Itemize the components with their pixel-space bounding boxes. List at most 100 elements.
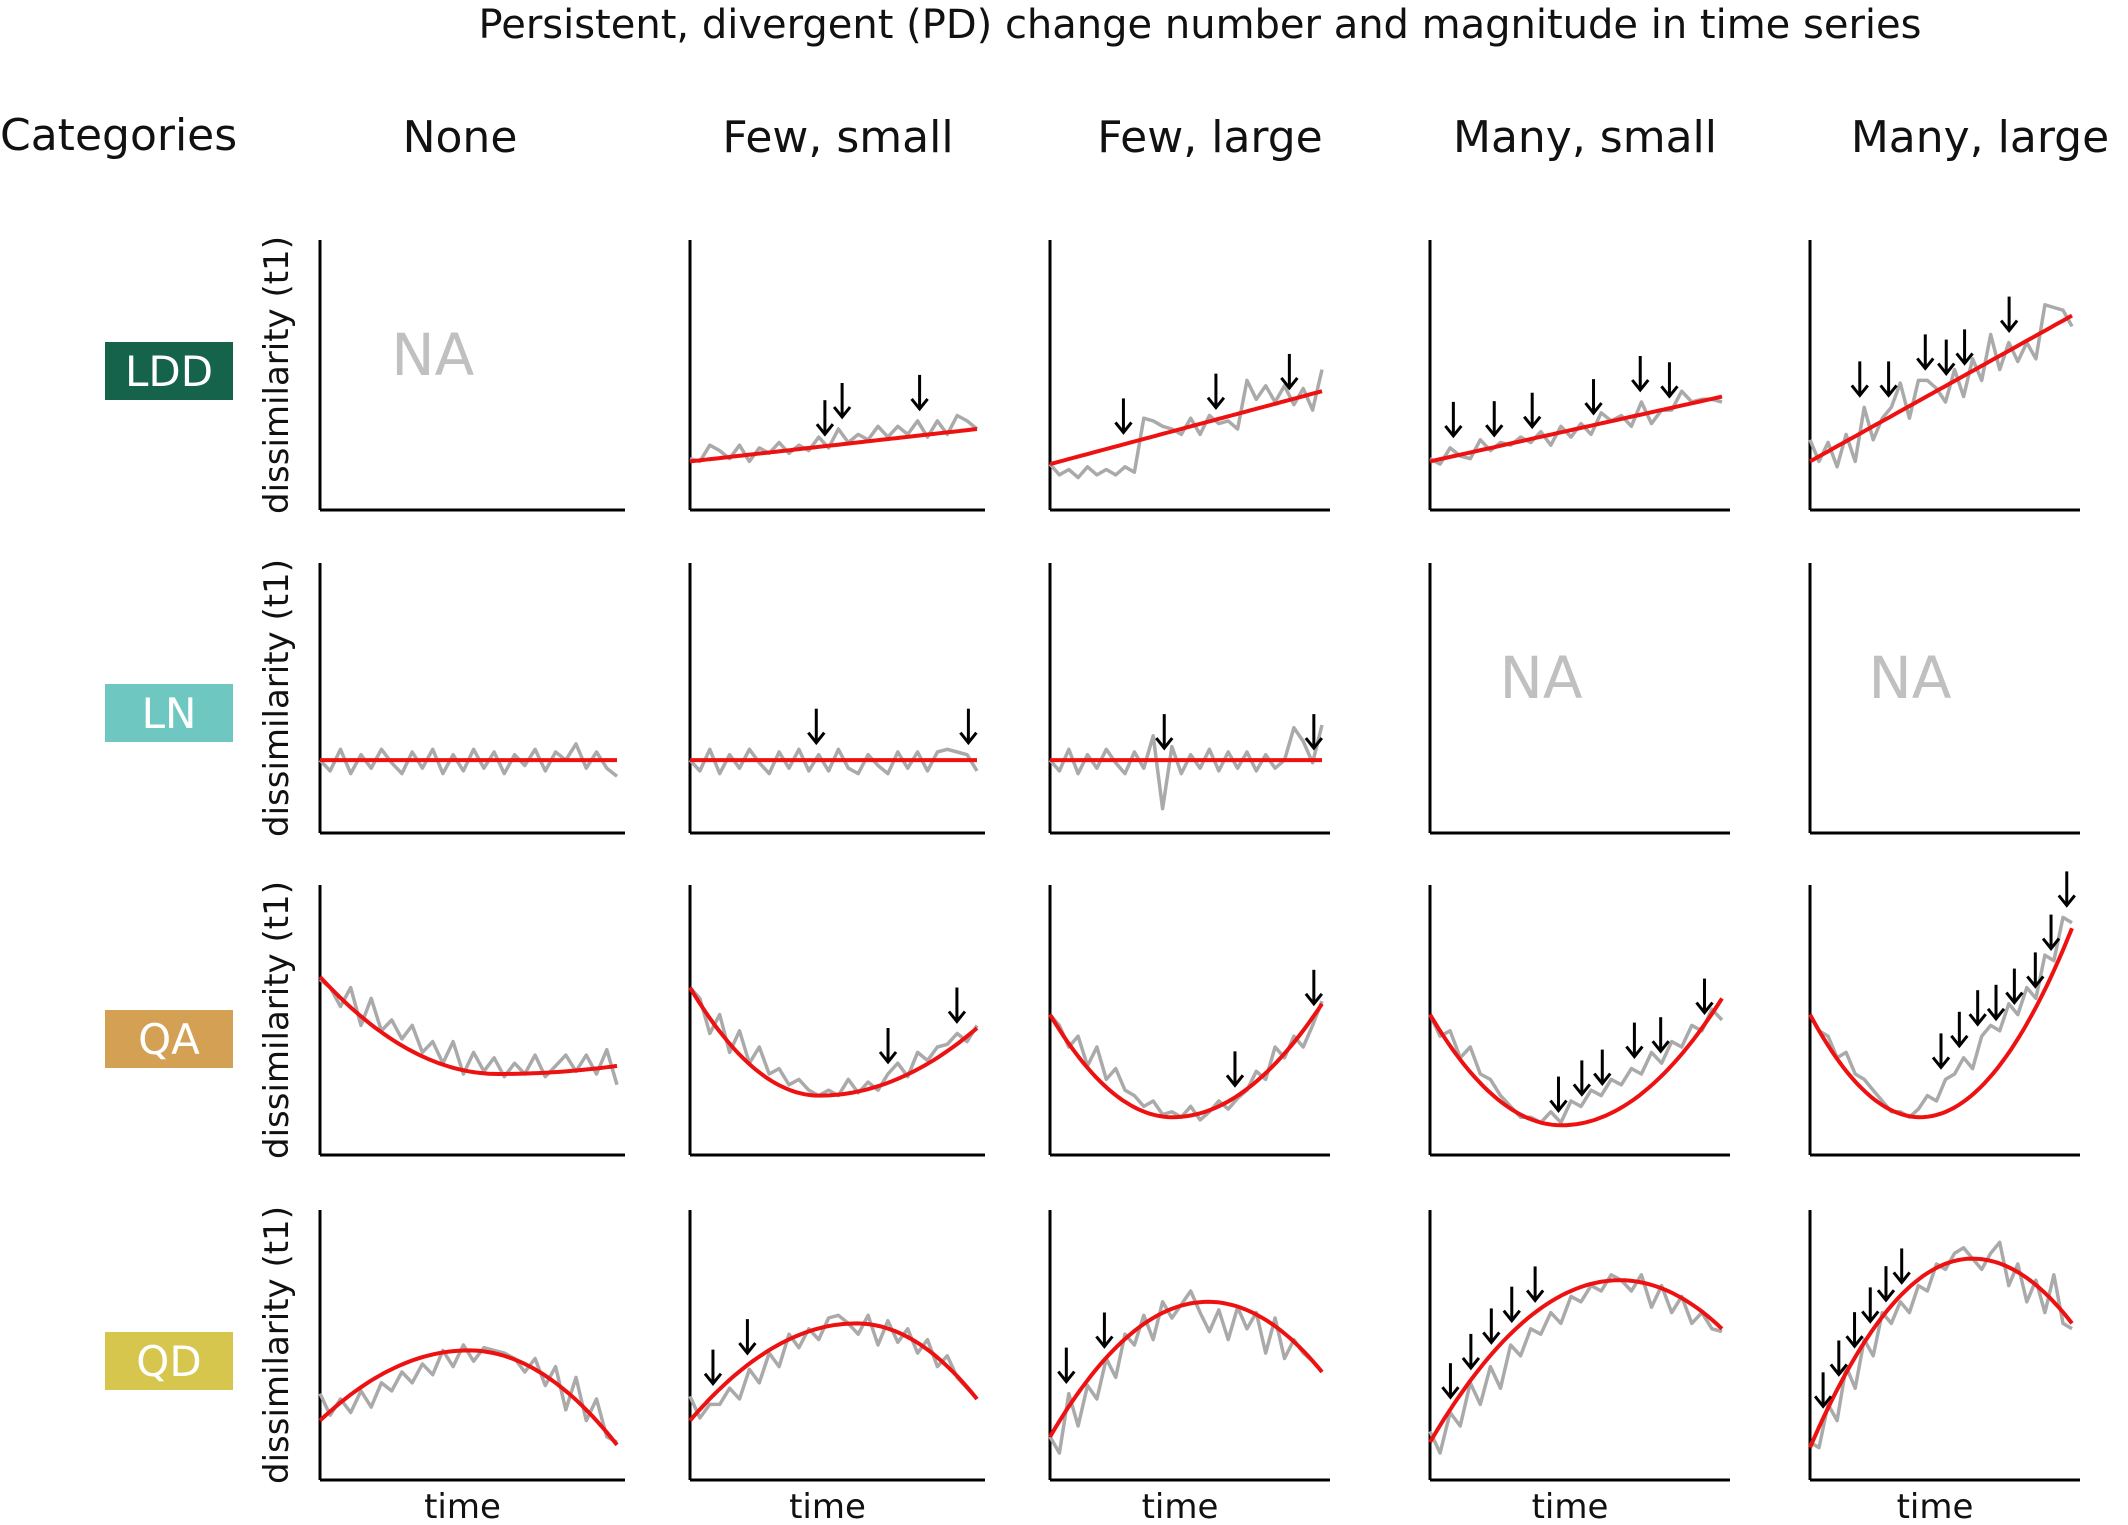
panel-ldd-3 xyxy=(1428,240,1730,512)
pd-change-arrow xyxy=(1876,1266,1896,1303)
pd-change-arrow xyxy=(1950,1011,1969,1049)
panel-qd-0: dissimilarity (t1) time xyxy=(257,1206,625,1525)
fitted-trend-line xyxy=(1808,1256,2074,1449)
pd-change-arrow xyxy=(959,708,978,746)
pd-change-arrow xyxy=(1523,392,1542,430)
pd-change-arrow xyxy=(1651,1017,1670,1054)
pd-change-arrow xyxy=(1572,1060,1592,1097)
observed-series-line xyxy=(1809,1240,2073,1450)
y-axis-label: dissimilarity (t1) xyxy=(257,881,297,1159)
y-axis-label: dissimilarity (t1) xyxy=(257,559,297,837)
fitted-trend-line xyxy=(688,986,979,1098)
row-label-box xyxy=(105,1332,233,1390)
figure-title: Persistent, divergent (PD) change number… xyxy=(479,2,1922,48)
panel-ln-2 xyxy=(1048,563,1330,835)
observed-series-line xyxy=(1048,1000,1324,1122)
panel-ln-4: NA xyxy=(1808,563,2080,835)
pd-change-arrow xyxy=(1631,356,1650,393)
pd-change-arrow xyxy=(1549,1076,1568,1114)
pd-change-arrow xyxy=(1861,1287,1880,1324)
categories-header: Categories xyxy=(0,110,237,161)
column-header: Many, small xyxy=(1453,112,1717,163)
row-label-qd: QD xyxy=(105,1332,233,1390)
panel-qa-3 xyxy=(1428,885,1730,1157)
panel-qa-2 xyxy=(1048,885,1330,1157)
pd-change-arrow xyxy=(1304,969,1324,1007)
pd-change-arrow xyxy=(832,383,852,420)
pd-change-arrow xyxy=(1916,334,1935,371)
fitted-trend-line xyxy=(318,975,618,1076)
pd-change-arrow xyxy=(807,708,826,746)
x-axis-label: time xyxy=(1142,1487,1219,1525)
fitted-trend-line xyxy=(1428,997,1724,1128)
column-header: Few, large xyxy=(1097,112,1322,163)
fitted-trend-line xyxy=(1809,313,2073,464)
pd-change-arrow xyxy=(1625,1022,1644,1060)
row-label-ldd: LDD xyxy=(105,342,233,400)
pd-change-arrow xyxy=(1955,329,1974,366)
fitted-trend-line xyxy=(1428,1278,1724,1444)
observed-series-line xyxy=(318,1343,618,1444)
observed-series-line xyxy=(1428,1273,1723,1455)
pd-change-arrow xyxy=(1829,1340,1848,1377)
pd-change-arrow xyxy=(1304,714,1324,751)
pd-change-arrow xyxy=(1095,1312,1114,1349)
pd-change-arrow xyxy=(947,987,967,1024)
row-label-box xyxy=(105,684,233,742)
pd-change-arrow xyxy=(1879,361,1898,398)
observed-series-line xyxy=(688,986,979,1098)
pd-change-arrow xyxy=(1584,379,1603,416)
pd-change-arrow xyxy=(1695,978,1714,1015)
observed-series-line xyxy=(1808,303,2074,469)
panel-ln-3: NA xyxy=(1428,563,1730,835)
fitted-trend-line xyxy=(1808,927,2074,1120)
pd-change-arrow xyxy=(2005,968,2024,1006)
observed-series-line xyxy=(318,978,619,1086)
column-header: Many, large xyxy=(1851,112,2109,163)
pd-change-arrow xyxy=(1968,990,1987,1027)
column-headers: None Few, small Few, large Many, small Many,… xyxy=(403,112,2110,163)
na-label: NA xyxy=(391,321,474,389)
x-axis-label: time xyxy=(1532,1487,1609,1525)
panel-ldd-0: dissimilarity (t1) NA xyxy=(257,236,625,514)
pd-change-arrow xyxy=(1502,1286,1521,1324)
fitted-trend-line xyxy=(318,1348,619,1447)
pd-change-arrow xyxy=(1845,1312,1864,1349)
panel-qa-0: dissimilarity (t1) xyxy=(257,881,625,1159)
panel-ln-0: dissimilarity (t1) xyxy=(257,559,625,837)
fitted-trend-line xyxy=(1048,1002,1324,1120)
pd-change-arrow xyxy=(1461,1333,1481,1371)
panel-qd-1: time xyxy=(688,1210,985,1525)
pd-change-arrow xyxy=(1850,361,1869,398)
pd-change-arrow xyxy=(1444,401,1463,439)
fitted-trend-line xyxy=(1048,1299,1324,1438)
panel-ldd-4 xyxy=(1808,240,2080,512)
observed-series-line xyxy=(1048,724,1324,811)
row-label-text: QA xyxy=(138,1015,200,1064)
pd-change-arrow xyxy=(1441,1363,1460,1400)
na-label: NA xyxy=(1868,644,1951,712)
pd-change-arrow xyxy=(738,1319,757,1356)
row-label-box xyxy=(105,1010,233,1068)
observed-series-line xyxy=(1048,369,1324,480)
pd-change-arrow xyxy=(1155,714,1174,751)
observed-series-line xyxy=(1428,1007,1724,1125)
pd-change-arrow xyxy=(1525,1266,1545,1303)
fitted-trend-line xyxy=(688,1321,979,1422)
panel-qd-2: time xyxy=(1048,1210,1330,1525)
pd-change-arrow xyxy=(703,1349,723,1387)
y-axis-label: dissimilarity (t1) xyxy=(257,1206,297,1484)
pd-change-arrow xyxy=(2057,871,2076,908)
row-label-qa: QA xyxy=(105,1010,233,1068)
row-label-text: LDD xyxy=(125,347,213,396)
pd-change-arrow xyxy=(1986,984,2006,1022)
fitted-trend-line xyxy=(1049,389,1323,467)
pd-change-arrow xyxy=(1114,398,1133,435)
row-label-text: LN xyxy=(142,689,197,738)
y-axis-label: dissimilarity (t1) xyxy=(257,236,297,514)
x-axis-label: time xyxy=(789,1487,866,1525)
na-label: NA xyxy=(1499,644,1582,712)
pd-change-arrow xyxy=(1937,339,1956,376)
panel-ldd-2 xyxy=(1048,240,1330,512)
